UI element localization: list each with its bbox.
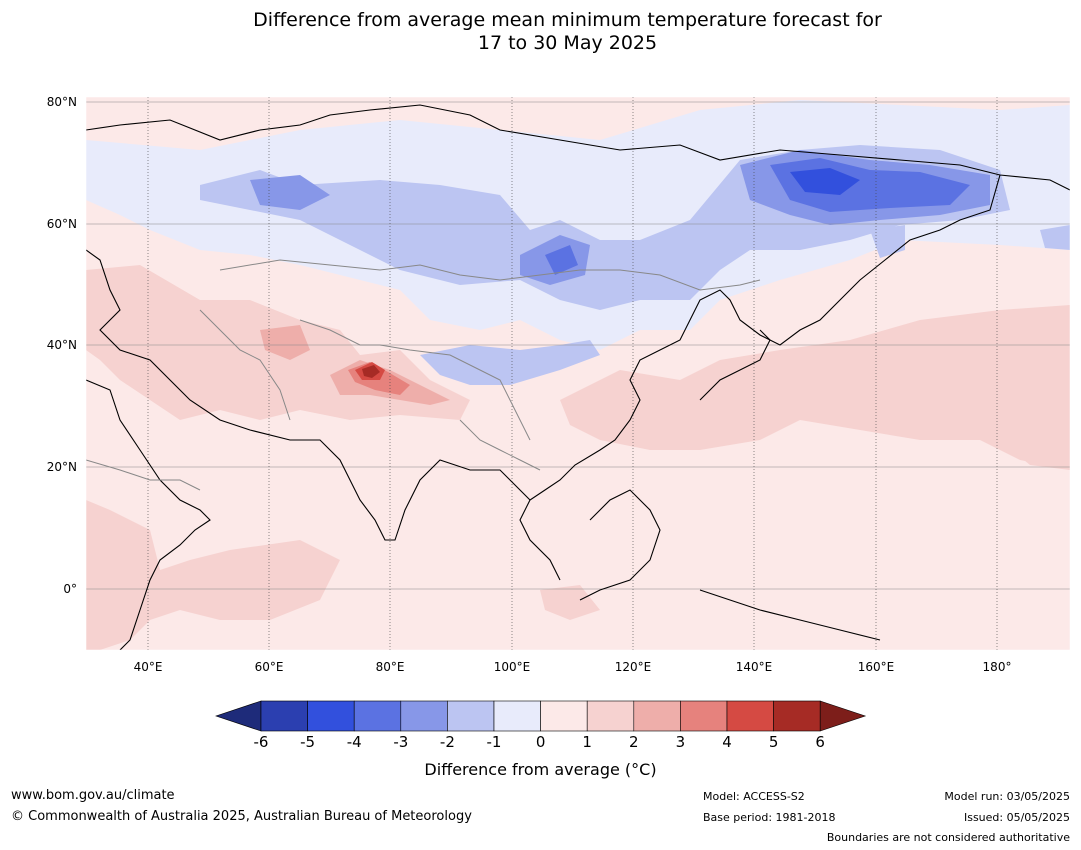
coastlines — [86, 104, 1070, 650]
borders — [86, 259, 761, 491]
lon-label-180: 180° — [982, 660, 1012, 674]
anomaly-region-indian-ocean-warm — [540, 585, 600, 620]
lat-label-80: 80°N — [46, 95, 77, 109]
colorbar-swatch — [726, 700, 774, 732]
lat-label-0: 0° — [63, 582, 77, 596]
base-period-text: Base period: 1981-2018 — [703, 811, 836, 824]
colorbar-swatch — [400, 700, 448, 732]
colorbar-tick-label: 6 — [815, 733, 825, 751]
lat-label-60: 60°N — [46, 217, 77, 231]
colorbar-tick-label: -5 — [300, 733, 316, 751]
colorbar-swatch — [353, 700, 402, 732]
lon-label-120e: 120°E — [614, 660, 652, 674]
colorbar-swatch — [447, 700, 495, 732]
anomaly-region-tibet-cold — [420, 340, 600, 385]
colorbar-tick-label: -1 — [486, 733, 502, 751]
model-run-text: Model run: 03/05/2025 — [944, 790, 1070, 803]
disclaimer-text: Boundaries are not considered authoritat… — [826, 831, 1070, 844]
colorbar-tick-label: 4 — [722, 733, 732, 751]
map-frame — [85, 96, 1071, 651]
colorbar-swatch — [307, 700, 355, 732]
colorbar-label: Difference from average (°C) — [424, 760, 657, 779]
anomaly-region-africa-warm — [86, 500, 340, 650]
colorbar-tick-label: -6 — [253, 733, 269, 751]
map-title: Difference from average mean minimum tem… — [253, 9, 882, 54]
model-text: Model: ACCESS-S2 — [703, 790, 805, 803]
colorbar-swatch — [633, 700, 681, 732]
copyright-text: © Commonwealth of Australia 2025, Austra… — [11, 809, 472, 824]
website-link[interactable]: www.bom.gov.au/climate — [11, 788, 175, 803]
anomaly-region-pacific-warm — [1000, 430, 1070, 470]
colorbar-swatch — [586, 700, 635, 732]
lat-label-40: 40°N — [46, 338, 77, 352]
colorbar-tick-label: 5 — [768, 733, 779, 751]
colorbar-tick-label: 0 — [535, 733, 546, 751]
anomaly-region-iran-hot — [260, 325, 310, 360]
anomaly-region-kamchatka — [870, 225, 905, 258]
colorbar-tick-label: 1 — [582, 733, 592, 751]
anomaly-region-east-cold — [1040, 225, 1070, 250]
lon-label-60e: 60°E — [254, 660, 284, 674]
colorbar-tick-label: 3 — [675, 733, 686, 751]
colorbar-extend-low — [215, 700, 262, 732]
anomaly-region-central-siberia — [250, 175, 330, 210]
issued-text: Issued: 05/05/2025 — [963, 811, 1070, 824]
colorbar-tick-label: -3 — [393, 733, 409, 751]
graticule — [86, 101, 1070, 590]
colorbar-swatch — [773, 700, 821, 732]
colorbar-tick-label: -2 — [439, 733, 455, 751]
lat-label-20: 20°N — [46, 460, 77, 474]
lon-label-100e: 100°E — [493, 660, 531, 674]
colorbar-swatch — [493, 700, 541, 732]
colorbar-swatch — [260, 700, 308, 732]
lon-label-160e: 160°E — [857, 660, 895, 674]
anomaly-region-baikal-core — [545, 245, 578, 275]
forecast-map — [85, 96, 1071, 651]
anomaly-region-east-china-sea-warm — [560, 305, 1070, 470]
anomaly-region-east-siberia-peak — [790, 168, 860, 195]
lon-label-80e: 80°E — [375, 660, 405, 674]
colorbar-tick-label: 2 — [629, 733, 639, 751]
anomaly-region-himalaya-core — [362, 365, 380, 378]
colorbar-tick-label: -4 — [346, 733, 362, 751]
colorbar-extend-high — [819, 700, 867, 732]
lon-label-40e: 40°E — [133, 660, 163, 674]
colorbar-swatch — [680, 700, 728, 732]
colorbar-swatch — [540, 700, 588, 732]
lon-label-140e: 140°E — [735, 660, 773, 674]
